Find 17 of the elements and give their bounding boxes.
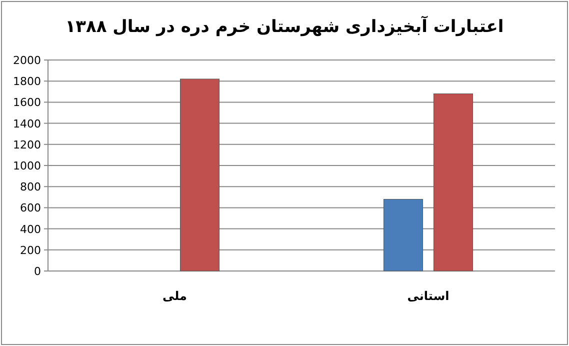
- y-tick-label: 1200: [13, 138, 41, 152]
- y-tick-label: 1800: [13, 75, 41, 88]
- bar: [180, 78, 220, 272]
- y-tick-label: 1400: [13, 117, 41, 130]
- y-tick-label: 800: [20, 180, 41, 194]
- y-tick-label: 400: [20, 222, 41, 236]
- y-tick-label: 1000: [13, 160, 41, 172]
- y-tick-label: 2000: [13, 54, 41, 67]
- y-tick-label: 0: [34, 265, 41, 278]
- y-tick-label: 600: [20, 202, 41, 215]
- y-tick-label: 200: [20, 244, 41, 257]
- bar: [434, 94, 473, 272]
- chart-title: اعتبارات آبخیزداری شهرستان خرم دره در سال ۱۳۸۸: [65, 15, 504, 37]
- y-tick-label: 1600: [13, 96, 41, 110]
- x-tick-label: استانی: [407, 289, 450, 303]
- x-tick-label: ملی: [162, 289, 187, 303]
- bar: [384, 199, 423, 272]
